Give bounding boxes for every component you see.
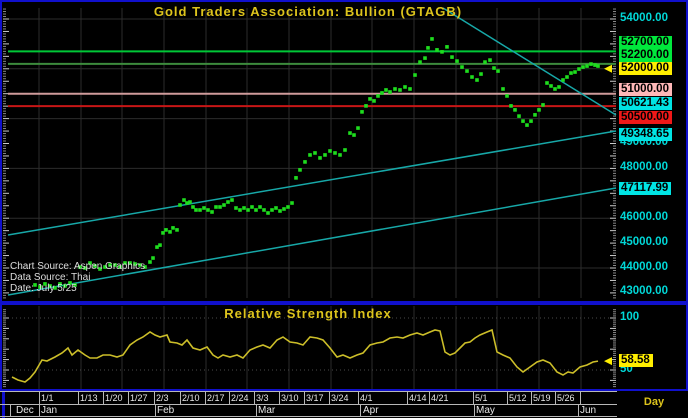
month-label: May bbox=[476, 405, 495, 416]
date-axis: 1/1 1/13 1/20 1/27 2/3 2/10 2/17 2/24 3/3 3/10 3/1… bbox=[0, 391, 688, 418]
week-tick-label: 5/1 bbox=[475, 393, 488, 403]
week-tick-label: 5/26 bbox=[557, 393, 575, 403]
week-divider bbox=[531, 392, 532, 404]
downtrend-resistance bbox=[442, 7, 617, 116]
week-tick-label: 3/24 bbox=[331, 393, 349, 403]
week-divider bbox=[39, 392, 40, 404]
price-axis-label: 48000.00 bbox=[620, 161, 668, 173]
month-divider bbox=[10, 404, 11, 416]
week-tick-label: 1/1 bbox=[41, 393, 54, 403]
week-tick-label: 4/14 bbox=[409, 393, 427, 403]
week-divider bbox=[304, 392, 305, 404]
rsi-title: Relative Strength Index bbox=[224, 306, 392, 321]
price-axis-label: 44000.00 bbox=[620, 261, 668, 273]
week-tick-label: 3/17 bbox=[306, 393, 324, 403]
week-tick-label: 2/17 bbox=[207, 393, 225, 403]
week-divider bbox=[329, 392, 330, 404]
week-divider bbox=[229, 392, 230, 404]
rsi-series bbox=[11, 328, 599, 383]
last-value-arrow bbox=[604, 64, 612, 73]
price-axis-label: 46000.00 bbox=[620, 211, 668, 223]
week-divider bbox=[358, 392, 359, 404]
week-divider bbox=[407, 392, 408, 404]
week-divider bbox=[279, 392, 280, 404]
price-hlines bbox=[8, 50, 616, 108]
week-tick-label: 1/27 bbox=[130, 393, 148, 403]
week-tick-label: 4/1 bbox=[360, 393, 373, 403]
week-tick-label: 1/20 bbox=[105, 393, 123, 403]
price-axis-label: 43000.00 bbox=[620, 285, 668, 297]
price-axis-badge: 52700.00 bbox=[619, 36, 672, 49]
month-label: Feb bbox=[157, 405, 175, 416]
chart-source-note: Chart Source: Aspen Graphics bbox=[10, 261, 146, 272]
price-axis-badge: 58.58 bbox=[619, 354, 653, 367]
week-divider bbox=[154, 392, 155, 404]
month-label: Dec bbox=[16, 405, 34, 416]
week-tick-label: 1/13 bbox=[80, 393, 98, 403]
week-tick-label: 5/12 bbox=[509, 393, 527, 403]
price-axis-label: 100 bbox=[620, 311, 640, 323]
week-tick-label: 3/3 bbox=[256, 393, 269, 403]
price-axis-badge: 47117.99 bbox=[619, 182, 672, 195]
uptrend-channel-upper bbox=[7, 130, 617, 236]
source-notes: Chart Source: Aspen Graphics Data Source… bbox=[10, 261, 145, 294]
month-divider bbox=[256, 404, 257, 416]
price-axis-badge: 49348.65 bbox=[619, 128, 672, 141]
month-label: Jun bbox=[580, 405, 597, 416]
gridlines bbox=[8, 8, 616, 389]
last-value-arrow bbox=[604, 357, 612, 366]
week-divider bbox=[78, 392, 79, 404]
month-label: Apr bbox=[363, 405, 379, 416]
month-label: Jan bbox=[41, 405, 58, 416]
week-tick-label: 2/3 bbox=[156, 393, 169, 403]
week-tick-label: 5/19 bbox=[533, 393, 551, 403]
price-axis-badge: 52000.00 bbox=[619, 62, 672, 75]
week-divider bbox=[555, 392, 556, 404]
week-divider bbox=[254, 392, 255, 404]
week-divider bbox=[103, 392, 104, 404]
chart-title: Gold Traders Association: Bullion (GTAGB… bbox=[153, 4, 463, 19]
week-divider bbox=[180, 392, 181, 404]
data-source-note: Data Source: Thai bbox=[10, 272, 91, 283]
price-axis-badge: 50500.00 bbox=[619, 111, 672, 124]
axis-ticks bbox=[3, 8, 616, 388]
last-value-markers bbox=[604, 64, 612, 366]
price-axis-label: 45000.00 bbox=[620, 236, 668, 248]
week-tick-label: 2/10 bbox=[182, 393, 200, 403]
week-divider bbox=[429, 392, 430, 404]
week-divider bbox=[205, 392, 206, 404]
week-divider bbox=[128, 392, 129, 404]
axis-unit-label: Day bbox=[643, 396, 665, 408]
price-series bbox=[33, 37, 600, 290]
price-axis-badge: 51000.00 bbox=[619, 83, 672, 96]
week-divider bbox=[473, 392, 474, 404]
price-axis-label: 54000.00 bbox=[620, 12, 668, 24]
month-divider bbox=[360, 404, 361, 416]
trendlines bbox=[7, 7, 617, 296]
month-divider bbox=[474, 404, 475, 416]
price-axis-badge: 52200.00 bbox=[619, 49, 672, 62]
month-divider bbox=[578, 404, 579, 416]
date-note: Date: July 5/25 bbox=[10, 283, 77, 294]
price-axis-badge: 50621.43 bbox=[619, 97, 672, 110]
month-label: Mar bbox=[258, 405, 276, 416]
week-tick-label: 3/10 bbox=[281, 393, 299, 403]
week-tick-label: 4/21 bbox=[431, 393, 449, 403]
month-divider bbox=[155, 404, 156, 416]
month-divider bbox=[39, 404, 40, 416]
week-divider bbox=[507, 392, 508, 404]
uptrend-channel-lower bbox=[7, 187, 617, 296]
week-tick-label: 2/24 bbox=[231, 393, 249, 403]
